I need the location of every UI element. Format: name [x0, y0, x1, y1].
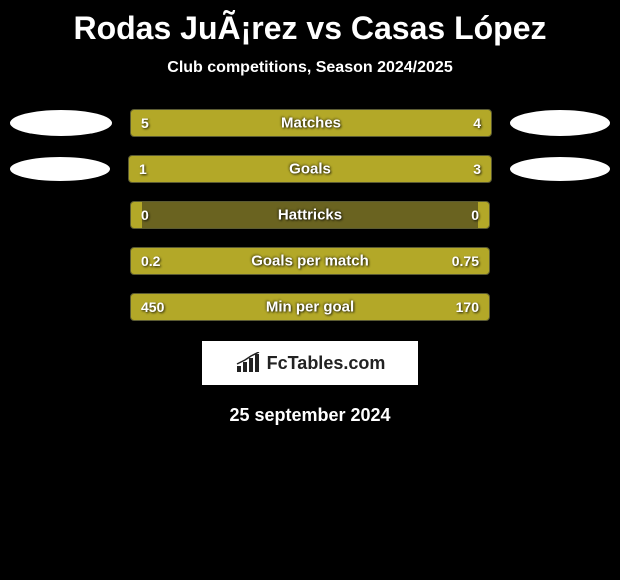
stat-label: Goals — [289, 161, 331, 178]
bar-right-fill — [331, 110, 491, 136]
subtitle: Club competitions, Season 2024/2025 — [0, 59, 620, 77]
stat-value-left: 0 — [141, 207, 149, 223]
stat-label: Goals per match — [251, 253, 369, 270]
chart-icon — [235, 352, 261, 374]
stat-bar: 450 Min per goal 170 — [130, 293, 490, 321]
stat-label: Matches — [281, 115, 341, 132]
stat-value-right: 0 — [471, 207, 479, 223]
stat-value-right: 3 — [473, 161, 481, 177]
stat-row: 0.2 Goals per match 0.75 — [10, 245, 610, 277]
team-badge-right — [510, 157, 610, 181]
stat-value-right: 4 — [473, 115, 481, 131]
team-badge-left — [10, 157, 110, 181]
page-title: Rodas JuÃ¡rez vs Casas López — [0, 0, 620, 47]
fctables-logo[interactable]: FcTables.com — [202, 341, 418, 385]
stat-value-left: 450 — [141, 299, 164, 315]
stat-value-left: 0.2 — [141, 253, 160, 269]
stat-label: Min per goal — [266, 299, 354, 316]
stat-bar: 0 Hattricks 0 — [130, 201, 490, 229]
stat-bar: 0.2 Goals per match 0.75 — [130, 247, 490, 275]
stat-value-right: 170 — [456, 299, 479, 315]
stat-label: Hattricks — [278, 207, 342, 224]
team-badge-right — [510, 110, 610, 136]
date-label: 25 september 2024 — [0, 405, 620, 426]
bar-right-fill — [220, 156, 492, 182]
stat-bar: 5 Matches 4 — [130, 109, 492, 137]
team-badge-left — [10, 110, 112, 136]
stat-row: 0 Hattricks 0 — [10, 199, 610, 231]
logo-text: FcTables.com — [267, 353, 386, 374]
stat-row: 450 Min per goal 170 — [10, 291, 610, 323]
stats-container: 5 Matches 4 1 Goals 3 0 Hattricks 0 0.2 Goals per … — [0, 107, 620, 323]
bar-right-fill — [478, 202, 489, 228]
stat-bar: 1 Goals 3 — [128, 155, 492, 183]
stat-value-right: 0.75 — [452, 253, 479, 269]
stat-row: 5 Matches 4 — [10, 107, 610, 139]
stat-value-left: 5 — [141, 115, 149, 131]
stat-value-left: 1 — [139, 161, 147, 177]
stat-row: 1 Goals 3 — [10, 153, 610, 185]
